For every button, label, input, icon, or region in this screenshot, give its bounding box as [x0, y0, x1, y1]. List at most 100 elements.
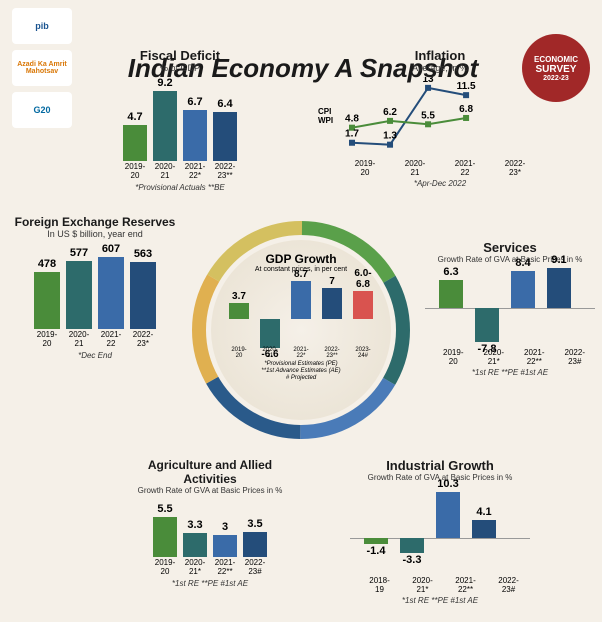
bar: [243, 532, 267, 557]
gdp-bar: [229, 303, 249, 319]
bar-value: 4.7: [127, 111, 142, 123]
bar: [34, 272, 60, 329]
bar: [364, 538, 388, 544]
svg-text:1.3: 1.3: [383, 131, 397, 142]
services-note: *1st RE **PE #1st AE: [425, 368, 595, 377]
gdp-label: 2022-23**: [318, 347, 346, 359]
bar-value: -1.4: [360, 545, 392, 557]
x-label: 2021-22**: [516, 348, 552, 366]
legend-cpi: CPI: [318, 107, 333, 116]
bar-value: 478: [38, 258, 56, 270]
bar-label: 2021-22: [101, 331, 121, 349]
services-bar-chart: 6.3-7.88.49.1: [425, 268, 595, 346]
industrial-bar-chart: -1.4-3.310.34.1: [350, 486, 530, 574]
gdp-bar: [291, 281, 311, 319]
svg-text:6.8: 6.8: [459, 104, 473, 115]
bar-col: 478 2019-20: [34, 258, 60, 349]
bar-col: 5.5 2019-20: [153, 503, 177, 577]
bar: [153, 91, 177, 161]
bar-value: 9.1: [543, 254, 575, 266]
bar-value: 563: [134, 248, 152, 260]
fiscal-sub: % of GDP: [95, 63, 265, 73]
bar: [213, 535, 237, 557]
bar: [123, 125, 147, 161]
gdp-label: 2020-21: [256, 347, 284, 359]
bar-value: 10.3: [432, 478, 464, 490]
bar-col: 3 2021-22**: [213, 521, 237, 577]
bar-col: 4.7 2019-20: [123, 111, 147, 181]
bar-col: 9.2 2020-21: [153, 77, 177, 181]
x-label: 2019-20: [355, 159, 375, 177]
svg-text:6.2: 6.2: [383, 107, 397, 118]
bar-label: 2021-22*: [185, 163, 205, 181]
bar-label: 2019-20: [37, 331, 57, 349]
gdp-note: *Provisional Estimates (PE)**1st Advance…: [261, 361, 340, 383]
forex-panel: Foreign Exchange Reserves In US $ billio…: [10, 215, 180, 360]
bar-col: 3.5 2022-23#: [243, 518, 267, 577]
bar-label: 2020-21: [155, 163, 175, 181]
gdp-bar: [260, 319, 280, 348]
gdp-bar-col: 3.72019-20: [225, 277, 253, 357]
x-label: 2021-22**: [448, 576, 484, 594]
bar-value: 577: [70, 247, 88, 259]
agri-sub: Growth Rate of GVA at Basic Prices in %: [120, 486, 300, 495]
forex-bar-chart: 478 2019-20577 2020-21607 2021-22563 202…: [10, 243, 180, 349]
bar-label: 2019-20: [155, 559, 175, 577]
agri-panel: Agriculture and Allied Activities Growth…: [120, 458, 300, 588]
forex-sub: In US $ billion, year end: [10, 229, 180, 239]
bar: [439, 280, 463, 308]
x-label: 2022-23*: [505, 159, 525, 177]
fiscal-bar-chart: 4.7 2019-209.2 2020-216.7 2021-22*6.4 20…: [95, 77, 265, 181]
inflation-title: Inflation: [340, 48, 540, 63]
bar: [130, 262, 156, 329]
forex-title: Foreign Exchange Reserves: [10, 215, 180, 229]
gdp-bar-col: 7 2022-23**: [318, 277, 346, 357]
fiscal-note: *Provisional Actuals **BE: [95, 183, 265, 192]
bar: [66, 261, 92, 329]
bar-label: 2022-23*: [133, 331, 153, 349]
bar-value: 607: [102, 243, 120, 255]
bar-value: 4.1: [468, 506, 500, 518]
bar: [472, 520, 496, 538]
bar-value: 6.4: [217, 98, 232, 110]
bar: [547, 268, 571, 308]
inflation-legend: CPI WPI: [318, 107, 333, 125]
bar: [183, 533, 207, 557]
bar-value: 9.2: [157, 77, 172, 89]
bar: [436, 492, 460, 538]
svg-text:11.5: 11.5: [457, 81, 476, 92]
svg-text:1.7: 1.7: [345, 129, 359, 140]
gdp-label: 2023-24#: [349, 347, 377, 359]
bar-col: 563 2022-23*: [130, 248, 156, 349]
gdp-value: 8.7: [287, 269, 315, 280]
bar: [98, 257, 124, 329]
services-title: Services: [425, 240, 595, 255]
fiscal-panel: Fiscal Deficit % of GDP 4.7 2019-209.2 2…: [95, 48, 265, 192]
gdp-inner: GDP Growth At constant prices, in per ce…: [211, 240, 391, 420]
bar-label: 2020-21*: [185, 559, 205, 577]
gdp-title: GDP Growth: [265, 252, 336, 266]
bar-value: -3.3: [396, 554, 428, 566]
agri-title: Agriculture and Allied Activities: [120, 458, 300, 486]
gdp-value: 7: [318, 276, 346, 287]
svg-text:13: 13: [422, 77, 434, 85]
services-panel: Services Growth Rate of GVA at Basic Pri…: [425, 240, 595, 377]
bar-value: 3.5: [247, 518, 262, 530]
bar-col: 6.7 2021-22*: [183, 96, 207, 181]
bar-value: -7.8: [471, 343, 503, 355]
bar-value: 3.3: [187, 519, 202, 531]
bar-value: 8.4: [507, 257, 539, 269]
inflation-svg: 4.86.25.56.81.71.31311.5: [340, 77, 510, 157]
gdp-bar-col: 6.0-6.82023-24#: [349, 277, 377, 357]
inflation-sub: Average, in %: [340, 63, 540, 73]
legend-wpi: WPI: [318, 116, 333, 125]
bar-label: 2021-22**: [215, 559, 235, 577]
charts-grid: Fiscal Deficit % of GDP 4.7 2019-209.2 2…: [0, 0, 602, 622]
bar-label: 2019-20: [125, 163, 145, 181]
fiscal-title: Fiscal Deficit: [95, 48, 265, 63]
gdp-panel: GDP Growth At constant prices, in per ce…: [191, 220, 411, 440]
bar-col: 6.4 2022-23**: [213, 98, 237, 181]
bar-value: 5.5: [157, 503, 172, 515]
x-label: 2018-19: [362, 576, 398, 594]
services-x-labels: 2019-202020-21*2021-22**2022-23#: [425, 348, 595, 366]
